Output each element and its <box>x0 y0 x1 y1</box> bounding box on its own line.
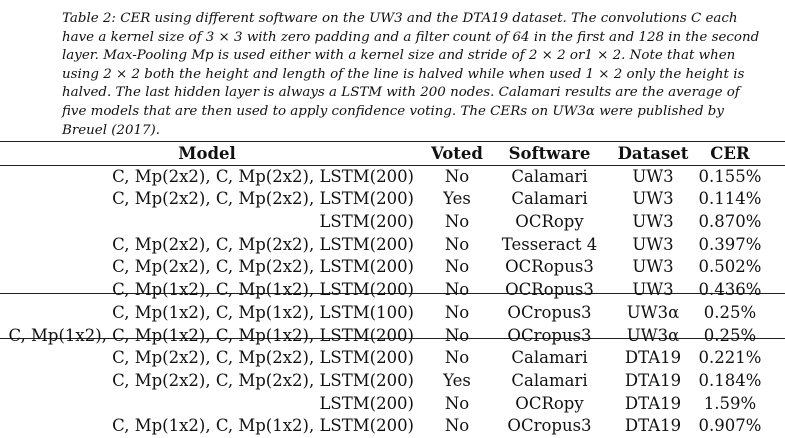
cell-model: C, Mp(1x2), C, Mp(1x2), LSTM(200) <box>112 416 414 436</box>
cell-voted: No <box>444 416 470 436</box>
header-rule <box>0 165 785 166</box>
header-row: Model Voted Software Dataset CER <box>0 143 785 166</box>
table-row: C, Mp(1x2), C, Mp(1x2), C, Mp(1x2), LSTM… <box>0 325 785 348</box>
cell-voted: No <box>444 302 470 322</box>
table-row: C, Mp(2x2), C, Mp(2x2), LSTM(200) No Calam… <box>0 347 785 370</box>
cell-dataset: UW3 <box>632 212 674 232</box>
header-software: Software <box>508 144 591 163</box>
cell-software: Calamari <box>511 370 588 390</box>
top-rule <box>0 141 785 142</box>
table-row: C, Mp(1x2), C, Mp(1x2), LSTM(200) No OCRop… <box>0 279 785 302</box>
cell-model: C, Mp(1x2), C, Mp(1x2), C, Mp(1x2), LSTM… <box>8 325 414 345</box>
table-row: C, Mp(2x2), C, Mp(2x2), LSTM(200) No Tesse… <box>0 234 785 257</box>
table-row: C, Mp(2x2), C, Mp(2x2), LSTM(200) No Calam… <box>0 166 785 189</box>
cell-cer: 0.907% <box>698 416 762 436</box>
cell-voted: No <box>444 348 470 368</box>
cell-dataset: DTA19 <box>624 393 682 413</box>
group-rule-1 <box>0 293 785 294</box>
cell-software: OCropus3 <box>507 302 592 322</box>
table-row: C, Mp(1x2), C, Mp(1x2), LSTM(100) No OCrop… <box>0 302 785 325</box>
cell-software: OCRopus3 <box>505 280 594 300</box>
cell-cer: 0.114% <box>698 189 762 209</box>
group-rule-2 <box>0 338 785 339</box>
cell-voted: No <box>444 234 470 254</box>
cell-cer: 0.155% <box>698 166 762 186</box>
table-row: C, Mp(1x2), C, Mp(1x2), LSTM(200) No OCrop… <box>0 415 785 438</box>
table-row: LSTM(200) No OCRopy DTA19 1.59% <box>0 393 785 416</box>
header-cer: CER <box>710 144 750 163</box>
cell-software: Calamari <box>511 348 588 368</box>
header-model: Model <box>178 144 236 163</box>
cell-software: Tesseract 4 <box>501 234 598 254</box>
cell-cer: 0.502% <box>698 257 762 277</box>
cell-voted: No <box>444 325 470 345</box>
cell-voted: No <box>444 280 470 300</box>
cell-cer: 0.870% <box>698 212 762 232</box>
cell-dataset: DTA19 <box>624 416 682 436</box>
cell-voted: No <box>444 166 470 186</box>
cell-dataset: DTA19 <box>624 348 682 368</box>
cell-cer: 0.25% <box>703 302 757 322</box>
table-row: C, Mp(2x2), C, Mp(2x2), LSTM(200) No OCRop… <box>0 256 785 279</box>
cell-software: Calamari <box>511 189 588 209</box>
cell-cer: 0.436% <box>698 280 762 300</box>
cell-voted: No <box>444 393 470 413</box>
header-dataset: Dataset <box>617 144 689 163</box>
cell-dataset: UW3 <box>632 257 674 277</box>
cell-dataset: DTA19 <box>624 370 682 390</box>
cell-software: OCRopy <box>515 393 584 413</box>
cell-model: LSTM(200) <box>319 393 414 413</box>
cell-model: C, Mp(1x2), C, Mp(1x2), LSTM(100) <box>112 302 414 322</box>
cell-cer: 1.59% <box>703 393 757 413</box>
cell-cer: 0.397% <box>698 234 762 254</box>
cell-model: C, Mp(2x2), C, Mp(2x2), LSTM(200) <box>112 257 414 277</box>
cell-model: C, Mp(2x2), C, Mp(2x2), LSTM(200) <box>112 189 414 209</box>
cell-model: C, Mp(2x2), C, Mp(2x2), LSTM(200) <box>112 348 414 368</box>
cell-voted: No <box>444 257 470 277</box>
results-table: Model Voted Software Dataset CER C, Mp(2… <box>0 143 785 438</box>
cell-model: C, Mp(2x2), C, Mp(2x2), LSTM(200) <box>112 370 414 390</box>
cell-model: C, Mp(2x2), C, Mp(2x2), LSTM(200) <box>112 166 414 186</box>
cell-software: OCRopus3 <box>505 257 594 277</box>
table-row: C, Mp(2x2), C, Mp(2x2), LSTM(200) Yes Cala… <box>0 370 785 393</box>
cell-dataset: UW3 <box>632 280 674 300</box>
cell-model: C, Mp(2x2), C, Mp(2x2), LSTM(200) <box>112 234 414 254</box>
cell-dataset: UW3α <box>626 302 680 322</box>
table-body: C, Mp(2x2), C, Mp(2x2), LSTM(200) No Calam… <box>0 166 785 438</box>
cell-software: OCropus3 <box>507 416 592 436</box>
table-row: LSTM(200) No OCRopy UW3 0.870% <box>0 211 785 234</box>
cell-dataset: UW3 <box>632 189 674 209</box>
cell-voted: Yes <box>443 189 471 209</box>
cell-software: OCropus3 <box>507 325 592 345</box>
table-row: C, Mp(2x2), C, Mp(2x2), LSTM(200) Yes Cala… <box>0 188 785 211</box>
cell-cer: 0.221% <box>698 348 762 368</box>
cell-model: C, Mp(1x2), C, Mp(1x2), LSTM(200) <box>112 280 414 300</box>
cell-software: OCRopy <box>515 212 584 232</box>
cell-dataset: UW3α <box>626 325 680 345</box>
cell-dataset: UW3 <box>632 166 674 186</box>
cell-cer: 0.184% <box>698 370 762 390</box>
table-caption: Table 2: CER using different software on… <box>62 11 760 138</box>
cell-model: LSTM(200) <box>319 212 414 232</box>
header-voted: Voted <box>431 144 483 163</box>
cell-cer: 0.25% <box>703 325 757 345</box>
cell-dataset: UW3 <box>632 234 674 254</box>
cell-software: Calamari <box>511 166 588 186</box>
cell-voted: No <box>444 212 470 232</box>
cell-voted: Yes <box>443 370 471 390</box>
